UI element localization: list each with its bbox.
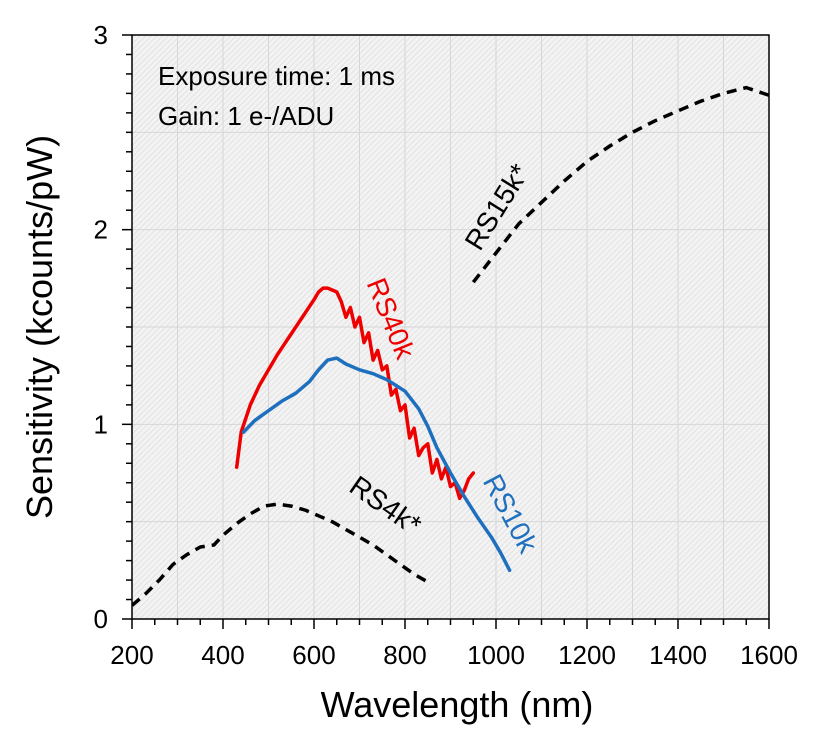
x-tick-label: 400 (201, 640, 244, 670)
series-line-rs40k (234, 286, 476, 501)
x-tick-label: 1200 (558, 640, 616, 670)
x-tick-label: 600 (292, 640, 335, 670)
series-line-rs10k (241, 356, 512, 573)
y-axis-title: Sensitivity (kcounts/pW) (19, 135, 60, 519)
x-tick-label: 1000 (467, 640, 525, 670)
y-tick-label: 1 (94, 409, 108, 439)
y-tick-label: 2 (94, 215, 108, 245)
y-tick-label: 0 (94, 604, 108, 634)
x-tick-label: 800 (383, 640, 426, 670)
x-tick-label: 1600 (740, 640, 798, 670)
tick-labels: 200 400 600 800 1000 1200 1400 1600 0 1 2 3 (94, 20, 798, 670)
x-axis-title: Wavelength (nm) (321, 684, 594, 725)
x-tick-label: 200 (110, 640, 153, 670)
x-tick-label: 1400 (649, 640, 707, 670)
series-lines (132, 85, 769, 607)
series-line-rs15k (471, 85, 769, 284)
y-tick-label: 3 (94, 20, 108, 50)
axes (122, 34, 770, 629)
gridlines (132, 35, 769, 619)
series-line-rs4k (132, 502, 429, 607)
annotation-exposure: Exposure time: 1 ms (158, 61, 395, 91)
annotation-gain: Gain: 1 e-/ADU (158, 101, 334, 131)
plot-frame (131, 34, 770, 620)
